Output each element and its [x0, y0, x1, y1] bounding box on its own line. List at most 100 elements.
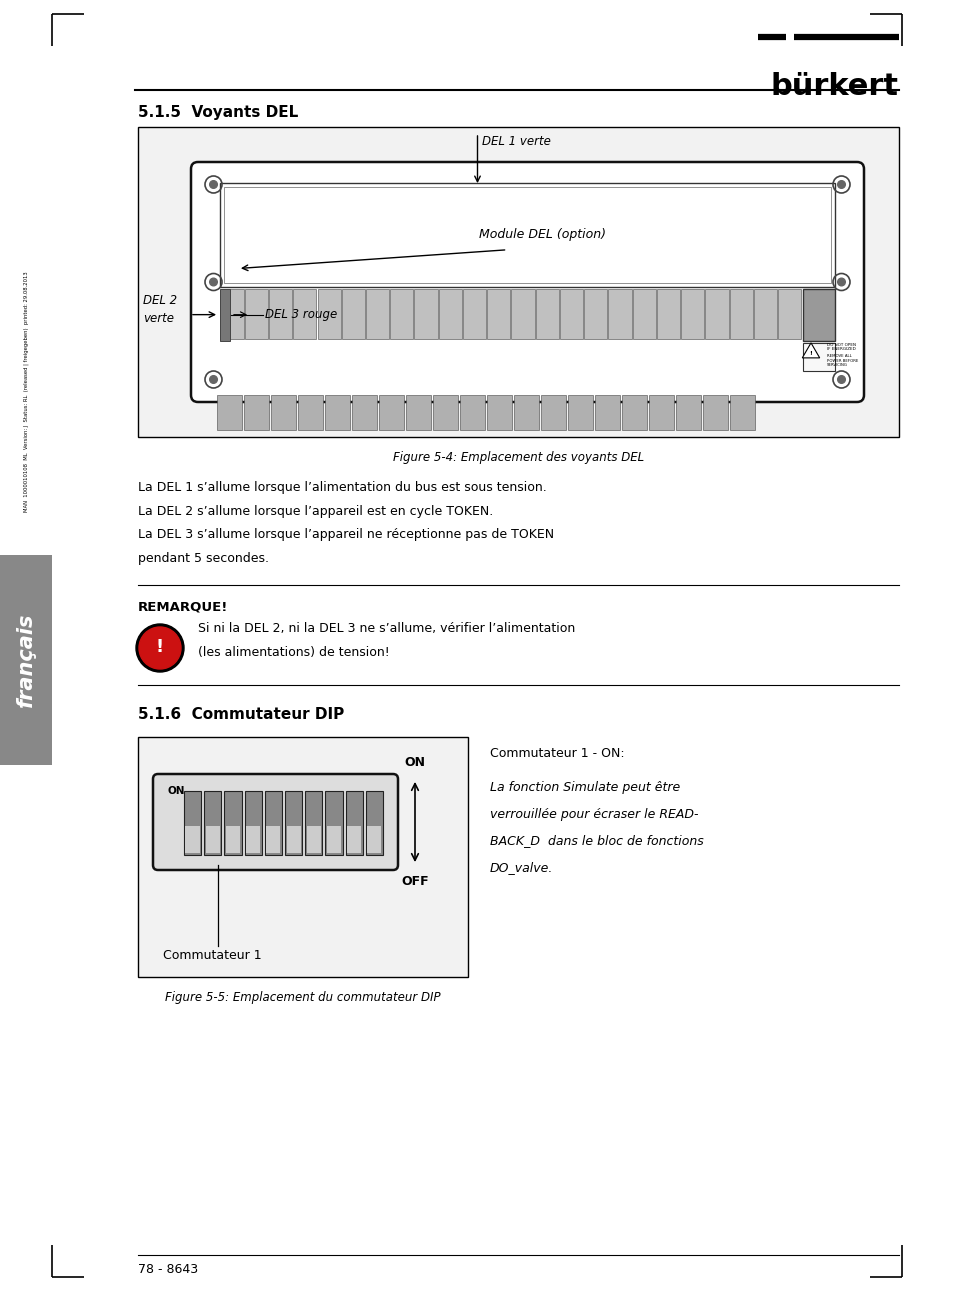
- Circle shape: [837, 375, 844, 383]
- Bar: [224, 791, 241, 855]
- Bar: [206, 826, 220, 852]
- Text: DEL 3 rouge: DEL 3 rouge: [265, 308, 337, 322]
- Bar: [649, 395, 674, 430]
- Text: DO NOT OPEN
IF ENERGIZED: DO NOT OPEN IF ENERGIZED: [826, 342, 855, 352]
- Bar: [802, 342, 834, 371]
- Text: !: !: [155, 638, 164, 656]
- Bar: [406, 395, 431, 430]
- Bar: [293, 289, 316, 339]
- Bar: [676, 395, 700, 430]
- Bar: [583, 289, 607, 339]
- Bar: [559, 289, 582, 339]
- Bar: [305, 791, 322, 855]
- Bar: [657, 289, 679, 339]
- Bar: [414, 289, 437, 339]
- Bar: [462, 289, 486, 339]
- Text: Module DEL (option): Module DEL (option): [478, 229, 605, 242]
- Bar: [568, 395, 593, 430]
- Bar: [487, 395, 512, 430]
- Text: Si ni la DEL 2, ni la DEL 3 ne s’allume, vérifier l’alimentation: Si ni la DEL 2, ni la DEL 3 ne s’allume,…: [198, 622, 575, 635]
- Polygon shape: [801, 342, 819, 358]
- Bar: [367, 826, 381, 852]
- Bar: [224, 187, 830, 282]
- Text: verrouillée pour écraser le READ-: verrouillée pour écraser le READ-: [490, 808, 698, 821]
- Bar: [753, 289, 777, 339]
- Bar: [138, 127, 898, 437]
- Text: (les alimentations) de tension!: (les alimentations) de tension!: [198, 646, 390, 659]
- Bar: [286, 826, 300, 852]
- Bar: [632, 289, 656, 339]
- Text: Commutateur 1: Commutateur 1: [163, 949, 261, 962]
- Bar: [185, 826, 199, 852]
- Text: Commutateur 1 - ON:: Commutateur 1 - ON:: [490, 748, 624, 759]
- Bar: [325, 791, 342, 855]
- Text: DEL 1 verte: DEL 1 verte: [482, 135, 551, 148]
- Text: Figure 5-5: Emplacement du commutateur DIP: Figure 5-5: Emplacement du commutateur D…: [165, 991, 440, 1004]
- Bar: [378, 395, 404, 430]
- Bar: [595, 395, 619, 430]
- Text: 5.1.5  Voyants DEL: 5.1.5 Voyants DEL: [138, 105, 298, 120]
- Bar: [271, 395, 295, 430]
- FancyBboxPatch shape: [152, 774, 397, 870]
- Bar: [325, 395, 350, 430]
- Bar: [487, 289, 510, 339]
- Bar: [802, 289, 834, 341]
- Bar: [138, 737, 468, 978]
- Text: français: français: [16, 613, 36, 707]
- Circle shape: [210, 278, 217, 286]
- Text: pendant 5 secondes.: pendant 5 secondes.: [138, 552, 269, 565]
- Bar: [265, 791, 282, 855]
- Text: REMARQUE!: REMARQUE!: [138, 600, 228, 613]
- Bar: [438, 289, 461, 339]
- Bar: [184, 791, 201, 855]
- Bar: [608, 289, 631, 339]
- Text: ON: ON: [167, 786, 184, 796]
- Bar: [390, 289, 413, 339]
- Circle shape: [136, 623, 184, 672]
- Bar: [511, 289, 535, 339]
- Bar: [285, 791, 302, 855]
- Bar: [345, 791, 362, 855]
- Bar: [680, 289, 703, 339]
- Bar: [327, 826, 341, 852]
- Bar: [433, 395, 457, 430]
- Circle shape: [837, 180, 844, 188]
- Bar: [347, 826, 361, 852]
- Text: 78 - 8643: 78 - 8643: [138, 1263, 198, 1276]
- Text: bürkert: bürkert: [770, 72, 898, 101]
- Circle shape: [837, 278, 844, 286]
- Bar: [220, 289, 230, 341]
- Bar: [246, 826, 260, 852]
- Bar: [297, 395, 323, 430]
- Bar: [0, 555, 52, 765]
- Bar: [365, 791, 382, 855]
- Text: Figure 5-4: Emplacement des voyants DEL: Figure 5-4: Emplacement des voyants DEL: [393, 451, 643, 464]
- Bar: [459, 395, 485, 430]
- Bar: [352, 395, 376, 430]
- Circle shape: [139, 627, 181, 669]
- Text: MAN  1000010108  ML  Version: J  Status: RL  (released | freigegeben)  printed: : MAN 1000010108 ML Version: J Status: RL …: [23, 272, 29, 512]
- Bar: [540, 395, 566, 430]
- FancyBboxPatch shape: [191, 162, 863, 403]
- Bar: [317, 289, 340, 339]
- Text: La DEL 3 s’allume lorsque l’appareil ne réceptionne pas de TOKEN: La DEL 3 s’allume lorsque l’appareil ne …: [138, 528, 554, 541]
- Bar: [220, 289, 244, 339]
- Bar: [220, 183, 834, 286]
- Bar: [514, 395, 538, 430]
- Text: OFF: OFF: [401, 874, 428, 887]
- Circle shape: [210, 375, 217, 383]
- Text: BACK_D  dans le bloc de fonctions: BACK_D dans le bloc de fonctions: [490, 834, 703, 847]
- Bar: [730, 395, 755, 430]
- Bar: [536, 289, 558, 339]
- Bar: [778, 289, 801, 339]
- Bar: [341, 289, 365, 339]
- Bar: [306, 826, 320, 852]
- Text: 5.1.6  Commutateur DIP: 5.1.6 Commutateur DIP: [138, 707, 344, 721]
- Text: La DEL 1 s’allume lorsque l’alimentation du bus est sous tension.: La DEL 1 s’allume lorsque l’alimentation…: [138, 481, 546, 494]
- Text: DO_valve.: DO_valve.: [490, 861, 553, 874]
- Text: ON: ON: [404, 755, 425, 769]
- Bar: [702, 395, 727, 430]
- Bar: [204, 791, 221, 855]
- Text: verte: verte: [143, 312, 173, 325]
- Text: DEL 2: DEL 2: [143, 294, 177, 307]
